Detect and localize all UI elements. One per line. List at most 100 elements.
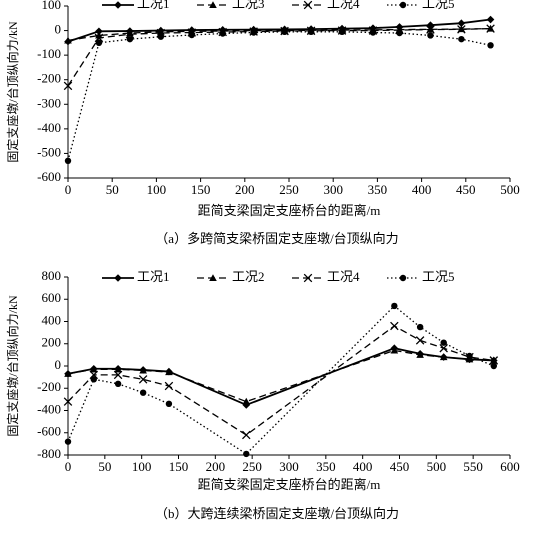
marker <box>114 380 122 387</box>
marker <box>440 339 447 346</box>
legend-marker <box>114 274 122 282</box>
marker <box>94 33 104 43</box>
series-line <box>67 347 494 406</box>
legend-label: 工况4 <box>327 269 360 284</box>
marker <box>416 323 424 331</box>
caption: （b）大跨连续梁桥固定支座墩/台顶纵向力 <box>155 506 399 521</box>
marker <box>139 389 147 396</box>
caption: （a）多跨简支梁桥固定支座墩/台顶纵向力 <box>155 231 398 246</box>
marker <box>95 39 103 47</box>
marker <box>64 36 72 44</box>
marker <box>427 32 434 39</box>
x-tick-label: 200 <box>206 459 226 474</box>
legend-label: 工况5 <box>422 0 455 11</box>
x-tick-label: 0 <box>65 182 72 197</box>
marker <box>487 42 494 49</box>
marker <box>165 368 173 376</box>
legend-label: 工况1 <box>137 0 170 11</box>
y-tick-label: -100 <box>37 46 61 61</box>
y-tick-label: -200 <box>37 379 61 394</box>
y-tick-label: 0 <box>55 22 62 37</box>
legend-marker <box>399 1 407 9</box>
legend-marker <box>209 274 217 282</box>
legend-marker <box>209 1 217 9</box>
marker <box>281 28 288 35</box>
marker <box>458 35 465 43</box>
legend-label: 工况4 <box>327 0 360 11</box>
legend-label: 工况2 <box>232 269 265 284</box>
x-tick-label: 200 <box>235 182 255 197</box>
marker <box>490 362 497 370</box>
x-tick-label: 350 <box>368 182 388 197</box>
x-tick-label: 500 <box>500 182 520 197</box>
marker <box>439 353 448 361</box>
y-tick-label: 0 <box>55 357 62 372</box>
x-axis-label: 距简支梁固定支座桥台的距离/m <box>198 477 381 492</box>
marker <box>243 450 250 458</box>
y-tick-label: -400 <box>37 120 61 135</box>
x-tick-label: 450 <box>456 182 476 197</box>
marker <box>165 400 173 408</box>
marker <box>64 369 72 377</box>
marker <box>415 336 425 345</box>
y-tick-label: -500 <box>37 144 61 159</box>
marker <box>188 31 195 39</box>
marker <box>63 81 73 91</box>
marker <box>114 365 122 373</box>
x-tick-label: 250 <box>279 182 299 197</box>
x-tick-label: 100 <box>132 459 152 474</box>
marker <box>391 302 398 310</box>
marker <box>64 438 72 445</box>
series-line <box>67 349 494 403</box>
x-tick-label: 0 <box>65 459 72 474</box>
marker <box>138 375 148 384</box>
marker <box>426 25 435 34</box>
x-tick-label: 50 <box>98 459 111 474</box>
marker <box>338 28 346 35</box>
legend-label: 工况5 <box>422 269 455 284</box>
y-tick-label: -600 <box>37 424 61 439</box>
legend-marker <box>114 1 122 9</box>
marker <box>89 365 98 373</box>
marker <box>457 25 466 34</box>
y-axis-label: 固定支座墩/台顶纵向力/kN <box>5 295 20 437</box>
marker <box>63 397 73 406</box>
marker <box>486 24 495 33</box>
x-tick-label: 600 <box>500 459 520 474</box>
x-tick-label: 350 <box>316 459 336 474</box>
marker <box>307 28 315 35</box>
x-tick-label: 150 <box>191 182 211 197</box>
x-tick-label: 550 <box>463 459 483 474</box>
series-line <box>67 305 495 455</box>
marker <box>457 19 466 27</box>
marker <box>242 401 251 409</box>
marker <box>369 29 377 36</box>
marker <box>125 29 135 39</box>
x-tick-label: 150 <box>169 459 189 474</box>
marker <box>390 346 399 354</box>
marker <box>466 352 473 360</box>
marker <box>439 343 448 353</box>
marker <box>489 356 499 365</box>
y-tick-label: -600 <box>37 169 61 184</box>
y-axis-label: 固定支座墩/台顶纵向力/kN <box>5 21 20 163</box>
marker <box>390 321 399 331</box>
y-tick-label: 800 <box>42 268 62 283</box>
x-tick-label: 300 <box>279 459 299 474</box>
marker <box>242 430 251 440</box>
marker <box>90 376 97 383</box>
marker <box>242 397 251 405</box>
marker <box>219 30 226 37</box>
x-tick-label: 50 <box>106 182 119 197</box>
x-tick-label: 400 <box>353 459 373 474</box>
series-line <box>67 31 491 161</box>
marker <box>113 370 123 380</box>
marker <box>486 15 495 24</box>
y-tick-label: -800 <box>37 446 61 461</box>
legend-marker <box>303 0 313 10</box>
marker <box>64 157 72 164</box>
marker <box>250 29 257 36</box>
x-axis-label: 距简支梁固定支座桥台的距离/m <box>198 203 381 218</box>
x-tick-label: 400 <box>412 182 432 197</box>
y-tick-label: 600 <box>42 290 62 305</box>
